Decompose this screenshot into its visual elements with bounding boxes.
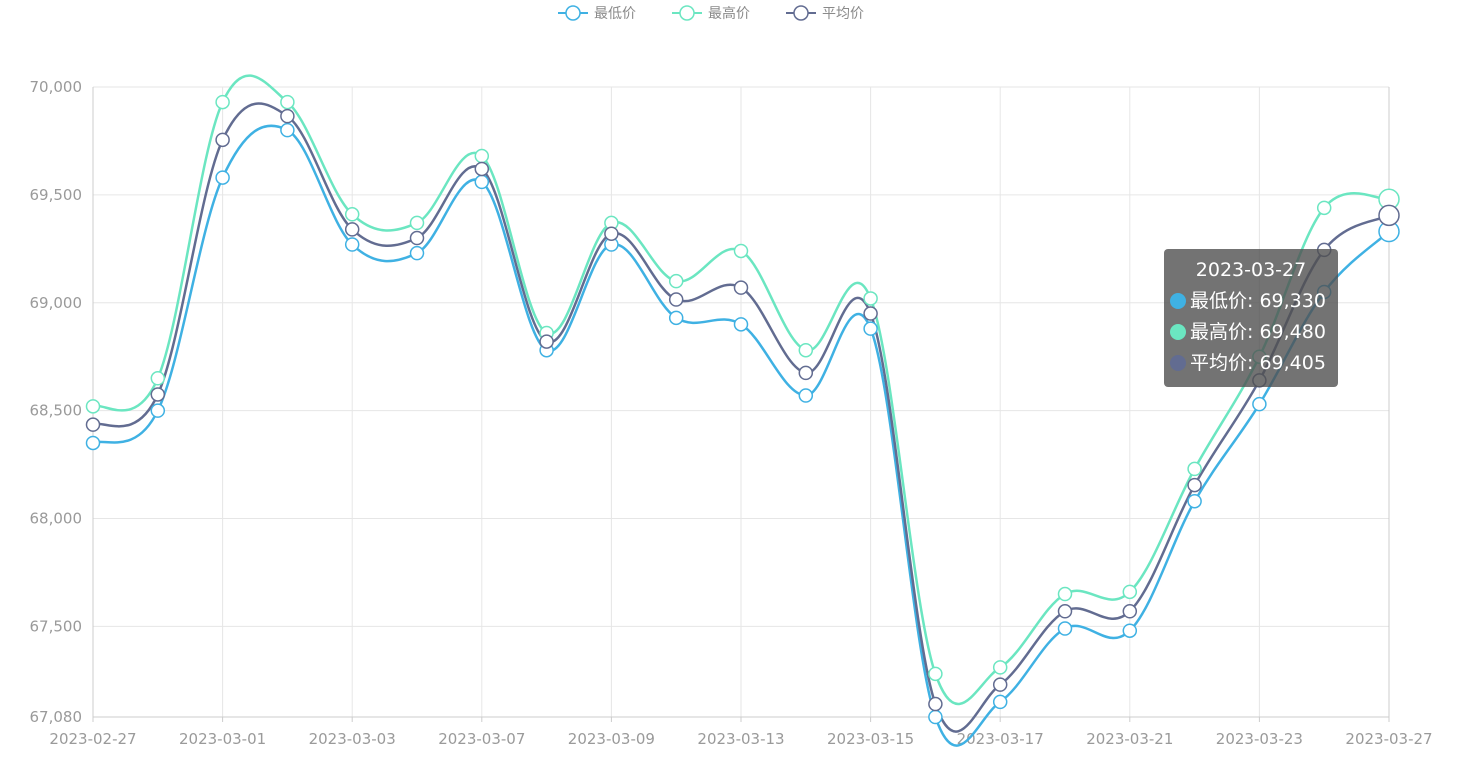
y-tick-label: 68,000 xyxy=(30,510,83,528)
data-point[interactable] xyxy=(1316,200,1332,216)
data-point[interactable] xyxy=(344,222,360,237)
data-point[interactable] xyxy=(1187,493,1202,509)
data-point[interactable] xyxy=(150,403,166,418)
data-point[interactable] xyxy=(1057,621,1073,636)
x-tick-label: 2023-03-09 xyxy=(568,730,655,748)
data-point[interactable] xyxy=(992,660,1008,675)
data-point[interactable] xyxy=(1122,584,1138,600)
data-point[interactable] xyxy=(1122,623,1138,638)
chart-tooltip: 2023-03-27 最低价: 69,330 最高价: 69,480 平均价: … xyxy=(1164,249,1338,387)
data-point[interactable] xyxy=(668,292,684,307)
legend-label[interactable]: 最高价 xyxy=(708,5,750,22)
data-point[interactable] xyxy=(344,237,360,252)
data-point[interactable] xyxy=(215,170,230,185)
data-point[interactable] xyxy=(409,215,425,231)
data-point[interactable] xyxy=(85,417,101,432)
data-point[interactable] xyxy=(280,108,295,124)
y-tick-label: 69,500 xyxy=(30,186,83,204)
data-point[interactable] xyxy=(668,273,684,289)
y-tick-label: 70,000 xyxy=(30,78,83,96)
tooltip-dot-avg xyxy=(1170,355,1186,371)
series-line-2 xyxy=(92,102,1390,733)
data-point[interactable] xyxy=(150,387,166,402)
data-point[interactable] xyxy=(992,677,1008,692)
y-tick-label: 69,000 xyxy=(30,294,83,312)
x-tick-label: 2023-03-03 xyxy=(309,730,396,748)
data-point[interactable] xyxy=(992,694,1008,710)
x-tick-label: 2023-03-01 xyxy=(179,730,266,748)
x-tick-label: 2023-03-17 xyxy=(957,730,1044,748)
data-point[interactable] xyxy=(928,666,943,682)
data-point[interactable] xyxy=(215,132,230,148)
data-point[interactable] xyxy=(280,122,295,138)
tooltip-label-avg: 平均价: 69,405 xyxy=(1190,352,1326,374)
data-point[interactable] xyxy=(863,321,878,336)
data-point[interactable] xyxy=(928,709,943,725)
data-point[interactable] xyxy=(733,280,749,295)
tooltip-dot-max xyxy=(1170,324,1186,340)
data-point[interactable] xyxy=(863,291,878,306)
legend-label[interactable]: 最低价 xyxy=(594,6,636,22)
tooltip-title: 2023-03-27 xyxy=(1195,259,1307,281)
data-point[interactable] xyxy=(539,334,554,349)
x-tick-label: 2023-03-27 xyxy=(1345,730,1432,748)
x-tick-label: 2023-03-21 xyxy=(1086,730,1173,748)
data-point[interactable] xyxy=(1057,604,1073,619)
data-point[interactable] xyxy=(409,230,425,246)
data-point[interactable] xyxy=(798,388,814,403)
legend: 最低价 最高价 平均价 xyxy=(558,5,864,22)
data-point[interactable] xyxy=(1378,204,1400,227)
legend-marker[interactable] xyxy=(565,5,581,21)
y-tick-label: 67,500 xyxy=(30,617,83,635)
data-point[interactable] xyxy=(280,94,295,110)
x-tick-label: 2023-03-13 xyxy=(697,730,784,748)
x-tick-label: 2023-02-27 xyxy=(49,730,136,748)
legend-marker[interactable] xyxy=(793,5,809,21)
data-point[interactable] xyxy=(604,226,619,241)
series-line-1 xyxy=(92,74,1390,705)
data-point[interactable] xyxy=(798,365,814,381)
data-point[interactable] xyxy=(863,306,878,321)
x-tick-label: 2023-03-07 xyxy=(438,730,525,748)
tooltip-row-avg: 平均价: 69,405 xyxy=(1164,348,1338,379)
x-tick-label: 2023-03-15 xyxy=(827,730,914,748)
data-point[interactable] xyxy=(668,310,684,326)
data-point[interactable] xyxy=(1187,477,1202,493)
data-point[interactable] xyxy=(1187,461,1202,477)
series-line-0 xyxy=(92,124,1390,747)
data-point[interactable] xyxy=(85,399,101,414)
data-point[interactable] xyxy=(928,696,943,712)
data-point[interactable] xyxy=(474,148,490,164)
data-point[interactable] xyxy=(150,371,166,386)
legend-label[interactable]: 平均价 xyxy=(822,6,864,22)
data-point[interactable] xyxy=(474,174,490,190)
data-point[interactable] xyxy=(1057,586,1073,602)
grid xyxy=(93,86,1389,717)
data-point[interactable] xyxy=(474,161,490,177)
y-tick-label: 67,080 xyxy=(30,708,83,726)
y-tick-label: 68,500 xyxy=(30,402,83,420)
tooltip-row-max: 最高价: 69,480 xyxy=(1164,317,1338,348)
data-point[interactable] xyxy=(1252,396,1267,412)
data-point[interactable] xyxy=(85,435,101,451)
data-point[interactable] xyxy=(409,245,425,261)
legend-marker[interactable] xyxy=(679,5,695,21)
axes: 67,080 67,500 68,000 68,500 69,000 69,500 70,0… xyxy=(30,78,1433,748)
data-point[interactable] xyxy=(344,207,360,222)
tooltip-row-min: 最低价: 69,330 xyxy=(1164,286,1338,317)
data-point[interactable] xyxy=(733,243,749,259)
x-tick-label: 2023-03-23 xyxy=(1216,730,1303,748)
data-point[interactable] xyxy=(798,342,814,358)
data-point[interactable] xyxy=(1122,604,1138,619)
tooltip-label-max: 最高价: 69,480 xyxy=(1190,321,1326,343)
data-point[interactable] xyxy=(733,317,749,332)
tooltip-dot-min xyxy=(1170,293,1186,309)
data-point[interactable] xyxy=(215,94,230,110)
tooltip-label-min: 最低价: 69,330 xyxy=(1190,290,1326,312)
